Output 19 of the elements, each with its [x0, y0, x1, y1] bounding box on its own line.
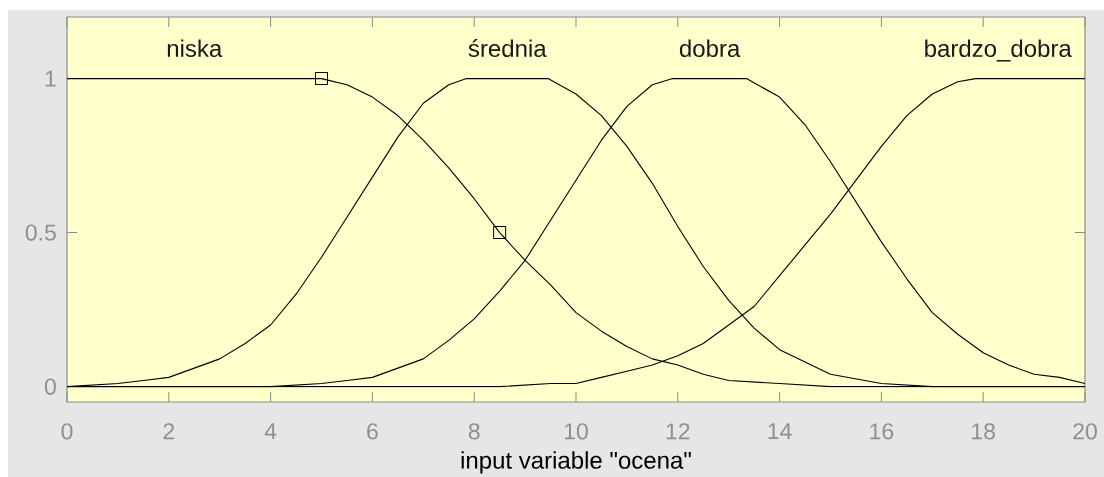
x-tick-label: 2	[163, 423, 175, 440]
x-axis-title: input variable "ocena"	[461, 451, 691, 474]
series-label: niska	[167, 39, 223, 58]
series-label: dobra	[679, 39, 741, 58]
x-tick-label: 8	[468, 423, 480, 440]
x-tick-label: 20	[1073, 423, 1097, 440]
x-tick-label: 12	[666, 423, 690, 440]
series-label: średnia	[468, 39, 547, 58]
x-tick-label: 4	[264, 423, 277, 440]
x-tick-label: 18	[972, 423, 995, 440]
x-tick-label: 10	[564, 423, 588, 440]
y-tick-label: 0.5	[25, 224, 56, 241]
y-tick-label: 0	[44, 378, 56, 395]
x-tick-label: 14	[768, 423, 792, 440]
y-tick-label: 1	[45, 70, 56, 87]
series-label: bardzo_dobra	[925, 39, 1072, 62]
x-tick-label: 6	[367, 423, 378, 440]
x-tick-label: 0	[61, 423, 73, 440]
x-tick-label: 16	[870, 423, 894, 440]
